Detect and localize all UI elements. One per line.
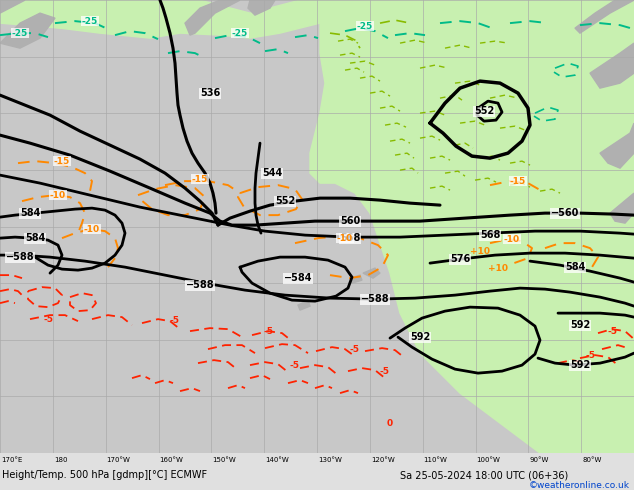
Text: -15: -15 — [54, 157, 70, 166]
Text: -10: -10 — [84, 224, 100, 234]
Text: 592: 592 — [410, 332, 430, 342]
Polygon shape — [590, 43, 634, 88]
Text: -15: -15 — [510, 176, 526, 186]
Text: -10: -10 — [50, 191, 66, 199]
Text: -25: -25 — [82, 17, 98, 25]
Text: 150°W: 150°W — [212, 457, 236, 463]
Text: 568: 568 — [480, 230, 500, 240]
Polygon shape — [310, 0, 634, 453]
Text: −588: −588 — [186, 280, 214, 290]
Text: 180: 180 — [54, 457, 67, 463]
Text: 560: 560 — [340, 216, 360, 226]
Text: 90°W: 90°W — [529, 457, 548, 463]
Text: 568: 568 — [340, 233, 360, 243]
Polygon shape — [600, 123, 634, 168]
Text: 552: 552 — [275, 196, 295, 206]
Text: -5: -5 — [607, 327, 617, 336]
Text: 100°W: 100°W — [477, 457, 500, 463]
Text: 80°W: 80°W — [582, 457, 602, 463]
Polygon shape — [185, 0, 240, 35]
Text: -25: -25 — [232, 28, 248, 38]
Text: 160°W: 160°W — [160, 457, 183, 463]
Text: 130°W: 130°W — [318, 457, 342, 463]
Text: -5: -5 — [380, 367, 390, 376]
Text: 544: 544 — [262, 168, 282, 178]
Text: 552: 552 — [474, 106, 494, 116]
Polygon shape — [0, 0, 100, 28]
Text: 536: 536 — [200, 88, 220, 98]
Polygon shape — [0, 0, 320, 38]
Text: Sa 25-05-2024 18:00 UTC (06+36): Sa 25-05-2024 18:00 UTC (06+36) — [400, 470, 568, 480]
Text: 170°E: 170°E — [1, 457, 22, 463]
Text: 120°W: 120°W — [371, 457, 394, 463]
Text: Height/Temp. 500 hPa [gdmp][°C] ECMWF: Height/Temp. 500 hPa [gdmp][°C] ECMWF — [2, 470, 207, 480]
Text: -5: -5 — [350, 344, 360, 354]
Text: 592: 592 — [570, 360, 590, 370]
Text: 592: 592 — [570, 320, 590, 330]
Text: −560: −560 — [551, 208, 579, 218]
Polygon shape — [0, 13, 55, 48]
Polygon shape — [610, 193, 634, 223]
Text: 0: 0 — [387, 418, 393, 428]
Text: -25: -25 — [357, 22, 373, 30]
Text: −588: −588 — [6, 252, 34, 262]
Text: -5: -5 — [170, 316, 180, 324]
Text: 584: 584 — [25, 233, 45, 243]
Text: -10: -10 — [504, 235, 520, 244]
Text: -5: -5 — [263, 327, 273, 336]
Text: −588: −588 — [361, 294, 389, 304]
Polygon shape — [0, 0, 25, 13]
Text: −584: −584 — [284, 273, 313, 283]
Polygon shape — [298, 300, 310, 310]
Text: 576: 576 — [450, 254, 470, 264]
Text: 584: 584 — [565, 262, 585, 272]
Text: +10: +10 — [470, 246, 490, 256]
Text: 584: 584 — [20, 208, 40, 218]
Polygon shape — [575, 0, 634, 33]
Text: 140°W: 140°W — [265, 457, 289, 463]
Text: -25: -25 — [12, 28, 28, 38]
Polygon shape — [248, 0, 275, 15]
Text: +10: +10 — [488, 264, 508, 272]
Polygon shape — [350, 275, 362, 283]
Text: -5: -5 — [43, 315, 53, 323]
Polygon shape — [363, 268, 380, 278]
Text: ©weatheronline.co.uk: ©weatheronline.co.uk — [529, 481, 630, 490]
Text: -15: -15 — [192, 174, 208, 184]
Text: -10: -10 — [337, 234, 353, 243]
Text: -5: -5 — [290, 361, 300, 369]
Polygon shape — [395, 0, 634, 223]
Text: -5: -5 — [585, 351, 595, 360]
Text: 110°W: 110°W — [424, 457, 448, 463]
Text: 170°W: 170°W — [107, 457, 131, 463]
